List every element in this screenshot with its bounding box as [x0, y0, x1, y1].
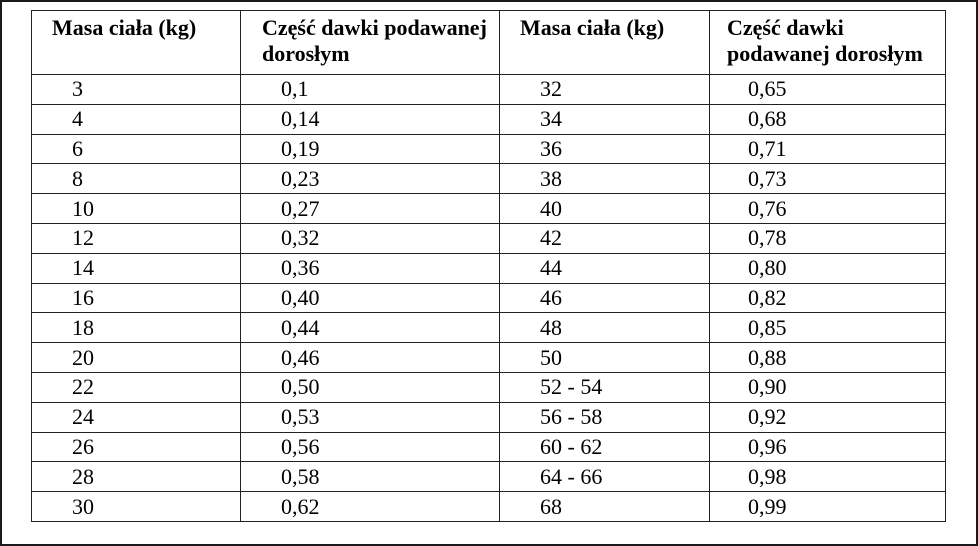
cell-body-mass-2: 44: [499, 252, 710, 284]
table-row: 3 0,1 32 0,65: [31, 74, 946, 105]
header-dose-fraction-1: Część dawki podawanej dorosłym: [240, 10, 500, 75]
header-dose-fraction-2: Część dawki podawanej dorosłym: [709, 10, 946, 75]
cell-body-mass-1: 16: [31, 282, 241, 314]
cell-body-mass-2: 34: [499, 103, 710, 135]
table-row: 26 0,56 60 - 62 0,96: [31, 431, 946, 463]
cell-dose-fraction-2: 0,96: [709, 431, 946, 463]
table-row: 16 0,40 46 0,82: [31, 282, 946, 314]
table-row: 4 0,14 34 0,68: [31, 103, 946, 135]
table-row: 30 0,62 68 0,99: [31, 491, 946, 522]
cell-dose-fraction-1: 0,62: [240, 491, 500, 522]
cell-dose-fraction-2: 0,85: [709, 312, 946, 344]
cell-dose-fraction-2: 0,76: [709, 193, 946, 224]
cell-dose-fraction-2: 0,71: [709, 133, 946, 165]
table-row: 14 0,36 44 0,80: [31, 252, 946, 284]
cell-body-mass-1: 3: [31, 74, 241, 105]
cell-dose-fraction-1: 0,36: [240, 252, 500, 284]
cell-body-mass-2: 36: [499, 133, 710, 165]
cell-body-mass-1: 14: [31, 252, 241, 284]
cell-dose-fraction-2: 0,82: [709, 282, 946, 314]
table-row: 24 0,53 56 - 58 0,92: [31, 401, 946, 433]
cell-dose-fraction-2: 0,90: [709, 371, 946, 403]
cell-dose-fraction-2: 0,99: [709, 491, 946, 522]
cell-body-mass-1: 12: [31, 222, 241, 254]
cell-body-mass-1: 10: [31, 193, 241, 224]
cell-dose-fraction-2: 0,88: [709, 342, 946, 373]
cell-body-mass-2: 68: [499, 491, 710, 522]
cell-body-mass-1: 8: [31, 163, 241, 195]
cell-body-mass-2: 46: [499, 282, 710, 314]
cell-dose-fraction-1: 0,14: [240, 103, 500, 135]
cell-dose-fraction-2: 0,65: [709, 74, 946, 105]
table-row: 18 0,44 48 0,85: [31, 312, 946, 344]
table-row: 8 0,23 38 0,73: [31, 163, 946, 195]
cell-body-mass-1: 6: [31, 133, 241, 165]
cell-body-mass-1: 20: [31, 342, 241, 373]
cell-dose-fraction-2: 0,80: [709, 252, 946, 284]
cell-body-mass-1: 26: [31, 431, 241, 463]
cell-dose-fraction-1: 0,1: [240, 74, 500, 105]
cell-dose-fraction-2: 0,68: [709, 103, 946, 135]
cell-body-mass-2: 40: [499, 193, 710, 224]
cell-dose-fraction-1: 0,44: [240, 312, 500, 344]
header-body-mass-2: Masa ciała (kg): [499, 10, 710, 75]
cell-dose-fraction-2: 0,73: [709, 163, 946, 195]
table-row: 20 0,46 50 0,88: [31, 342, 946, 373]
table-row: 12 0,32 42 0,78: [31, 222, 946, 254]
cell-body-mass-1: 30: [31, 491, 241, 522]
cell-dose-fraction-2: 0,78: [709, 222, 946, 254]
cell-dose-fraction-1: 0,19: [240, 133, 500, 165]
cell-body-mass-2: 52 - 54: [499, 371, 710, 403]
cell-dose-fraction-1: 0,32: [240, 222, 500, 254]
cell-dose-fraction-1: 0,50: [240, 371, 500, 403]
header-row: Masa ciała (kg) Część dawki podawanej do…: [31, 10, 946, 75]
cell-body-mass-2: 60 - 62: [499, 431, 710, 463]
cell-dose-fraction-1: 0,53: [240, 401, 500, 433]
cell-body-mass-2: 50: [499, 342, 710, 373]
cell-dose-fraction-1: 0,23: [240, 163, 500, 195]
cell-dose-fraction-1: 0,46: [240, 342, 500, 373]
cell-dose-fraction-1: 0,56: [240, 431, 500, 463]
cell-dose-fraction-1: 0,27: [240, 193, 500, 224]
table-row: 10 0,27 40 0,76: [31, 193, 946, 224]
table-row: 28 0,58 64 - 66 0,98: [31, 461, 946, 493]
table-row: 22 0,50 52 - 54 0,90: [31, 371, 946, 403]
table-row: 6 0,19 36 0,71: [31, 133, 946, 165]
cell-body-mass-1: 18: [31, 312, 241, 344]
cell-dose-fraction-2: 0,98: [709, 461, 946, 493]
dose-table: Masa ciała (kg) Część dawki podawanej do…: [31, 10, 946, 522]
cell-body-mass-1: 28: [31, 461, 241, 493]
cell-body-mass-1: 22: [31, 371, 241, 403]
cell-body-mass-2: 56 - 58: [499, 401, 710, 433]
cell-body-mass-2: 48: [499, 312, 710, 344]
cell-body-mass-1: 24: [31, 401, 241, 433]
header-body-mass-1: Masa ciała (kg): [31, 10, 241, 75]
cell-body-mass-2: 42: [499, 222, 710, 254]
cell-body-mass-1: 4: [31, 103, 241, 135]
cell-body-mass-2: 38: [499, 163, 710, 195]
cell-body-mass-2: 64 - 66: [499, 461, 710, 493]
cell-dose-fraction-1: 0,58: [240, 461, 500, 493]
cell-body-mass-2: 32: [499, 74, 710, 105]
cell-dose-fraction-2: 0,92: [709, 401, 946, 433]
cell-dose-fraction-1: 0,40: [240, 282, 500, 314]
table-body: 3 0,1 32 0,65 4 0,14 34 0,68 6 0,19 36 0,71 8 0,23 38 0…: [31, 74, 946, 522]
